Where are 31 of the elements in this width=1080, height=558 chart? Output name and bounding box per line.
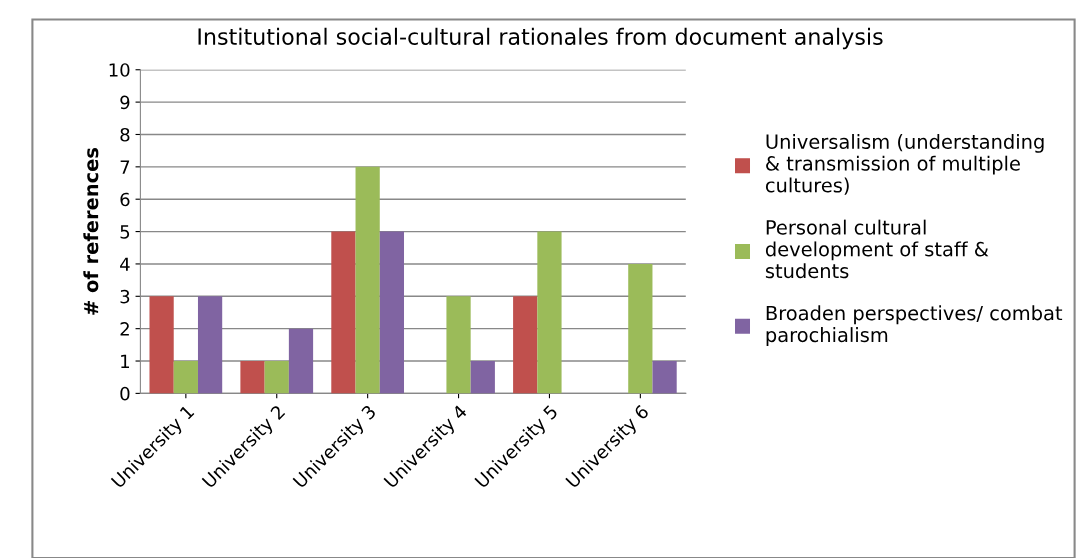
bar [240,361,265,394]
bar [470,361,495,394]
y-tick-label: 3 [120,289,130,304]
bar [197,296,223,394]
bar [652,361,677,394]
legend-label: Broaden perspectives/ combat parochialism [766,305,1063,346]
bar [628,263,653,394]
y-tick-label: 6 [120,192,130,207]
y-tick-label: 9 [120,95,130,110]
y-tick-label: 10 [109,63,130,77]
bar [149,296,174,394]
bar [173,361,198,394]
y-tick-label: 0 [120,386,130,401]
bar [288,328,314,394]
y-tick-label: 2 [120,322,129,336]
bar [513,296,538,394]
y-tick-label: 8 [120,127,130,142]
legend-label: Personal cultural development of staff & students [765,219,989,279]
bar [446,296,471,394]
y-axis-title: # of references [83,148,99,315]
bar [264,361,289,394]
bar [355,166,380,394]
bar [379,231,405,394]
y-tick-label: 5 [120,225,130,239]
y-tick-label: 7 [120,160,130,174]
y-tick-label: 1 [121,354,130,368]
bar [331,231,356,394]
chart-title: Institutional social-cultural rationales from document analysis [198,27,883,50]
legend-label: Universalism (understanding & transmission of multiple cultures) [765,133,1044,195]
bar [537,231,562,394]
y-tick-label: 4 [120,257,130,271]
